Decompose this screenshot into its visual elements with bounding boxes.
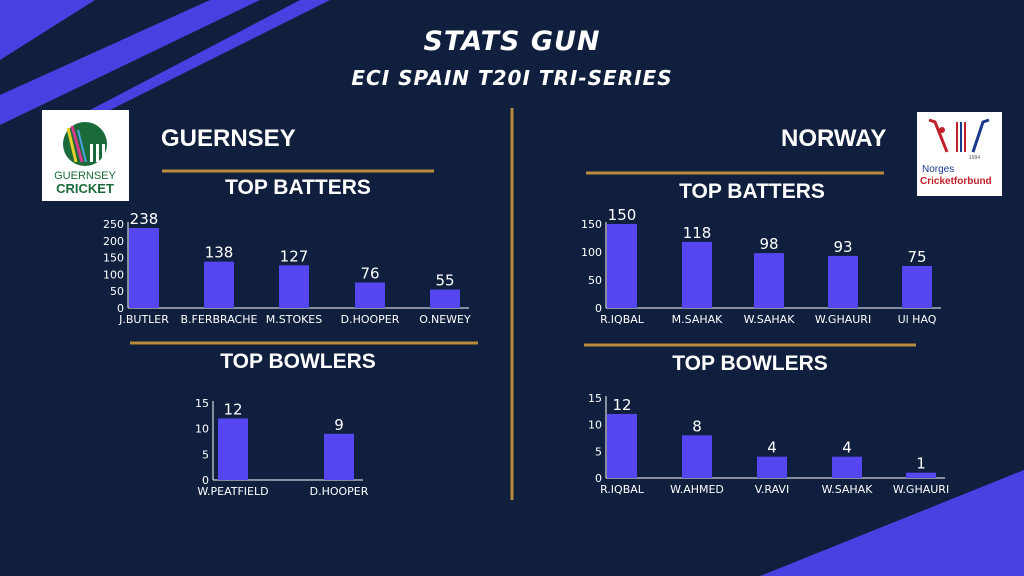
guernsey-bowlers-y-tick-label: 15 xyxy=(195,397,209,410)
guernsey-batters-category-label: B.FERBRACHE xyxy=(181,313,258,326)
norway-bowlers-category-label: W.GHAURI xyxy=(893,483,949,496)
norway-logo-top-text: Norges xyxy=(922,164,954,175)
guernsey-batters-y-tick-label: 200 xyxy=(103,235,124,248)
guernsey-batters-data-label: 138 xyxy=(205,244,234,262)
norway-bowlers-category-label: R.IQBAL xyxy=(600,483,645,496)
norway-batters-y-tick-label: 100 xyxy=(581,246,602,259)
guernsey-batters-data-label: 55 xyxy=(435,272,454,290)
norway-bowlers-data-label: 4 xyxy=(767,439,777,457)
norway-batters-bar xyxy=(682,241,712,308)
norway-bowlers-bar xyxy=(832,456,862,478)
guernsey-batters-bar xyxy=(430,289,460,308)
norway-batters-category-label: Ul HAQ xyxy=(898,313,937,326)
norway-bowlers-category-label: W.SAHAK xyxy=(822,483,874,496)
norway-bowlers-data-label: 8 xyxy=(692,417,702,435)
guernsey-batters-y-tick-label: 150 xyxy=(103,252,124,265)
norway-bowlers-y-tick-label: 0 xyxy=(595,472,602,485)
guernsey-cricket-logo: GUERNSEY CRICKET xyxy=(42,110,129,201)
page-subtitle: ECI SPAIN T20I TRI-SERIES xyxy=(351,66,673,90)
norway-logo-year: 1994 xyxy=(969,155,980,161)
guernsey-batters-bar xyxy=(204,261,234,308)
norges-cricketforbund-logo: 1994 Norges Cricketforbund xyxy=(917,112,1002,196)
page-title: STATS GUN xyxy=(423,26,601,57)
guernsey-batters-y-tick-label: 100 xyxy=(103,268,124,281)
guernsey-batters-category-label: D.HOOPER xyxy=(341,313,400,326)
norway-batters-bar xyxy=(902,266,932,308)
guernsey-bowlers-bar xyxy=(324,433,354,480)
stripe-top-left-1 xyxy=(0,0,95,60)
guernsey-batters-bar xyxy=(355,282,385,308)
guernsey-bowlers-y-tick-label: 10 xyxy=(195,423,209,436)
norway-batters-bar xyxy=(828,255,858,308)
guernsey-bowlers-data-label: 12 xyxy=(223,400,242,418)
norway-batters-category-label: W.SAHAK xyxy=(744,313,796,326)
norway-bowlers-bar xyxy=(607,414,637,478)
norway-bowlers-data-label: 12 xyxy=(612,396,631,414)
norway-batters-category-label: M.SAHAK xyxy=(672,313,723,326)
guernsey-bowlers-data-label: 9 xyxy=(334,416,344,434)
guernsey-batters-bar xyxy=(129,228,159,308)
norway-bowlers-category-label: V.RAVI xyxy=(755,483,789,496)
norway-batters-y-tick-label: 50 xyxy=(588,274,602,287)
norway-bowlers-y-tick-label: 15 xyxy=(588,392,602,405)
guernsey-logo-top-text: GUERNSEY xyxy=(54,170,116,182)
guernsey-batters-data-label: 238 xyxy=(130,210,159,228)
norway-bowlers-bar xyxy=(757,456,787,478)
norway-bowlers-heading: TOP BOWLERS xyxy=(672,352,828,375)
team-name-guernsey: GUERNSEY xyxy=(161,125,296,152)
guernsey-batters-y-tick-label: 0 xyxy=(117,302,124,315)
norway-batters-data-label: 150 xyxy=(608,206,637,224)
norway-batters-y-tick-label: 0 xyxy=(595,302,602,315)
guernsey-bowlers-y-tick-label: 5 xyxy=(202,448,209,461)
norway-bowlers-data-label: 1 xyxy=(916,455,926,473)
norway-batters-y-tick-label: 150 xyxy=(581,218,602,231)
norway-bowlers-bar xyxy=(682,435,712,478)
stripe-top-left-2 xyxy=(0,0,260,125)
norway-logo-graphic: 1994 Norges Cricketforbund xyxy=(920,118,992,187)
norway-bowlers-y-tick-label: 5 xyxy=(595,445,602,458)
guernsey-bowlers-y-tick-label: 0 xyxy=(202,474,209,487)
norway-bowlers-category-label: W.AHMED xyxy=(670,483,724,496)
stripe-top-left-3 xyxy=(90,0,330,110)
guernsey-batters-data-label: 127 xyxy=(280,247,309,265)
guernsey-batters-heading: TOP BATTERS xyxy=(225,176,371,199)
norway-batters-data-label: 93 xyxy=(833,238,852,256)
stripe-bottom-right-1 xyxy=(760,470,1024,576)
guernsey-logo-graphic: GUERNSEY CRICKET xyxy=(54,122,117,196)
guernsey-batters-data-label: 76 xyxy=(360,264,379,282)
guernsey-bowlers-bar xyxy=(218,418,248,480)
guernsey-batters-y-tick-label: 250 xyxy=(103,218,124,231)
norway-bowlers-data-label: 4 xyxy=(842,439,852,457)
guernsey-batters-y-tick-label: 50 xyxy=(110,285,124,298)
guernsey-batters-category-label: O.NEWEY xyxy=(419,313,471,326)
norway-batters-bar xyxy=(754,253,784,308)
norway-batters-data-label: 118 xyxy=(683,224,712,242)
team-name-norway: NORWAY xyxy=(781,125,887,152)
norway-batters-category-label: R.IQBAL xyxy=(600,313,645,326)
norway-batters-heading: TOP BATTERS xyxy=(679,180,825,203)
norway-batters-bar xyxy=(607,224,637,308)
guernsey-bowlers-category-label: D.HOOPER xyxy=(310,485,369,498)
stripe-bottom-right-2 xyxy=(900,520,1024,576)
norway-batters-category-label: W.GHAURI xyxy=(815,313,871,326)
norway-batters-data-label: 98 xyxy=(759,235,778,253)
norway-bowlers-bar xyxy=(906,472,936,478)
guernsey-bowlers-heading: TOP BOWLERS xyxy=(220,350,376,373)
norway-batters-data-label: 75 xyxy=(907,248,926,266)
guernsey-batters-bar xyxy=(279,265,309,308)
guernsey-batters-category-label: M.STOKES xyxy=(266,313,323,326)
guernsey-bowlers-category-label: W.PEATFIELD xyxy=(197,485,268,498)
norway-bowlers-y-tick-label: 10 xyxy=(588,419,602,432)
norway-logo-bottom-text: Cricketforbund xyxy=(920,176,992,187)
guernsey-batters-category-label: J.BUTLER xyxy=(118,313,169,326)
guernsey-logo-bottom-text: CRICKET xyxy=(56,181,114,196)
